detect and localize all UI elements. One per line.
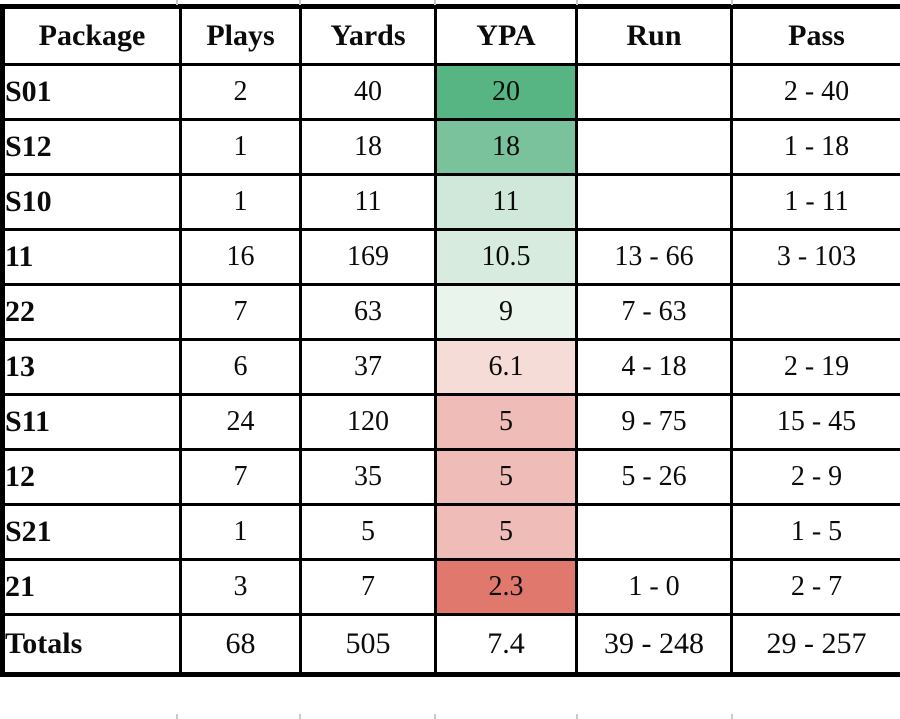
yards-cell: 11	[299, 173, 437, 231]
table-row: 13 6 37 6.1 4 - 18 2 - 19	[1, 338, 900, 396]
yards-cell: 120	[299, 393, 437, 451]
pass-cell: 2 - 7	[730, 558, 900, 616]
gridline-stub	[434, 0, 436, 5]
pass-cell: 3 - 103	[730, 228, 900, 286]
run-cell: 4 - 18	[575, 338, 733, 396]
column-header-pass: Pass	[730, 5, 900, 66]
run-cell	[575, 173, 733, 231]
package-cell: 12	[1, 448, 182, 506]
run-cell: 9 - 75	[575, 393, 733, 451]
ypa-heatmap-cell: 5	[434, 448, 578, 506]
pass-cell: 1 - 18	[730, 118, 900, 176]
yards-cell: 35	[299, 448, 437, 506]
totals-row: Totals 68 505 7.4 39 - 248 29 - 257	[1, 613, 900, 676]
ypa-heatmap-cell: 10.5	[434, 228, 578, 286]
table-row: 12 7 35 5 5 - 26 2 - 9	[1, 448, 900, 506]
table-row: S12 1 18 18 1 - 18	[1, 118, 900, 176]
package-cell: 11	[1, 228, 182, 286]
ypa-heatmap-cell: 11	[434, 173, 578, 231]
ypa-heatmap-cell: 9	[434, 283, 578, 341]
run-cell: 5 - 26	[575, 448, 733, 506]
gridline-stub	[299, 0, 301, 5]
package-cell: 21	[1, 558, 182, 616]
column-header-plays: Plays	[179, 5, 302, 66]
ypa-heatmap-cell: 5	[434, 393, 578, 451]
pass-cell: 2 - 40	[730, 63, 900, 121]
gridline-stub	[176, 714, 178, 719]
ypa-heatmap-cell: 2.3	[434, 558, 578, 616]
gridline-stub	[576, 714, 578, 719]
ypa-heatmap-cell: 6.1	[434, 338, 578, 396]
column-header-ypa: YPA	[434, 5, 578, 66]
gridline-stub	[176, 0, 178, 5]
plays-cell: 7	[179, 448, 302, 506]
package-cell: S11	[1, 393, 182, 451]
gridline-stub	[576, 0, 578, 5]
pass-cell: 2 - 9	[730, 448, 900, 506]
plays-cell: 1	[179, 173, 302, 231]
run-cell	[575, 118, 733, 176]
ypa-heatmap-cell: 18	[434, 118, 578, 176]
gridline-stub	[434, 714, 436, 719]
table-row: S10 1 11 11 1 - 11	[1, 173, 900, 231]
run-cell	[575, 503, 733, 561]
plays-cell: 3	[179, 558, 302, 616]
table-row: S11 24 120 5 9 - 75 15 - 45	[1, 393, 900, 451]
pass-cell: 15 - 45	[730, 393, 900, 451]
pass-cell	[730, 283, 900, 341]
table-row: 21 3 7 2.3 1 - 0 2 - 7	[1, 558, 900, 616]
column-header-run: Run	[575, 5, 733, 66]
table-row: 11 16 169 10.5 13 - 66 3 - 103	[1, 228, 900, 286]
table-row: S01 2 40 20 2 - 40	[1, 63, 900, 121]
column-header-package: Package	[1, 5, 182, 66]
yards-cell: 505	[299, 613, 437, 676]
package-cell: S21	[1, 503, 182, 561]
plays-cell: 6	[179, 338, 302, 396]
package-cell: S12	[1, 118, 182, 176]
gridline-stub	[731, 0, 733, 5]
pass-cell: 2 - 19	[730, 338, 900, 396]
package-cell: S01	[1, 63, 182, 121]
ypa-heatmap-cell: 7.4	[434, 613, 578, 676]
plays-cell: 24	[179, 393, 302, 451]
table-row: 22 7 63 9 7 - 63	[1, 283, 900, 341]
run-cell: 7 - 63	[575, 283, 733, 341]
yards-cell: 169	[299, 228, 437, 286]
run-cell: 1 - 0	[575, 558, 733, 616]
package-cell: 13	[1, 338, 182, 396]
package-cell: 22	[1, 283, 182, 341]
package-cell: S10	[1, 173, 182, 231]
run-cell	[575, 63, 733, 121]
package-cell: Totals	[1, 613, 182, 676]
run-cell: 39 - 248	[575, 613, 733, 676]
plays-cell: 2	[179, 63, 302, 121]
yards-cell: 63	[299, 283, 437, 341]
pass-cell: 1 - 5	[730, 503, 900, 561]
plays-cell: 1	[179, 118, 302, 176]
plays-cell: 16	[179, 228, 302, 286]
table-row: S21 1 5 5 1 - 5	[1, 503, 900, 561]
table-header-row: Package Plays Yards YPA Run Pass	[1, 5, 900, 66]
package-production-table: Package Plays Yards YPA Run Pass S01 2 4…	[0, 4, 900, 677]
yards-cell: 18	[299, 118, 437, 176]
yards-cell: 7	[299, 558, 437, 616]
gridline-stub	[731, 714, 733, 719]
pass-cell: 29 - 257	[730, 613, 900, 676]
plays-cell: 1	[179, 503, 302, 561]
yards-cell: 40	[299, 63, 437, 121]
plays-cell: 68	[179, 613, 302, 676]
gridline-stub	[299, 714, 301, 719]
column-header-yards: Yards	[299, 5, 437, 66]
pass-cell: 1 - 11	[730, 173, 900, 231]
yards-cell: 37	[299, 338, 437, 396]
plays-cell: 7	[179, 283, 302, 341]
ypa-heatmap-cell: 5	[434, 503, 578, 561]
ypa-heatmap-cell: 20	[434, 63, 578, 121]
run-cell: 13 - 66	[575, 228, 733, 286]
yards-cell: 5	[299, 503, 437, 561]
